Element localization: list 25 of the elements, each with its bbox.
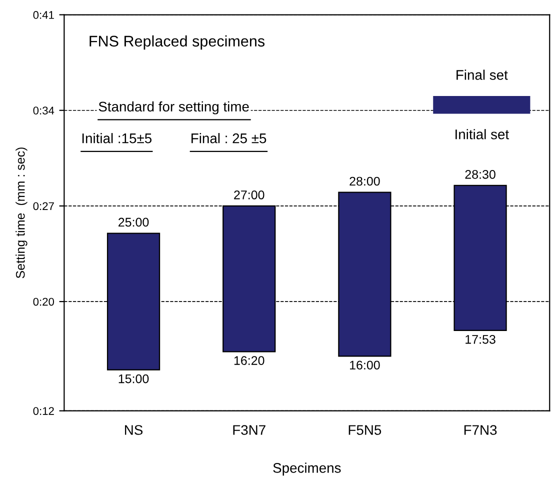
annotation: Final : 25 ±5 [192,133,266,144]
annotation: FNS Replaced specimens [90,35,265,50]
annotation: 28:00 [350,176,380,186]
y-tick-label: 0:27 [33,202,54,210]
x-axis-title: Specimens [273,462,341,476]
x-tick-label: NS [125,425,143,435]
annotation: 27:00 [234,190,264,200]
y-tick-label: 0:41 [33,11,54,19]
y-tick-label: 0:20 [33,298,54,306]
y-tick-label: 0:34 [33,106,54,114]
annotation: 16:00 [350,360,380,370]
annotation: 17:53 [466,334,496,344]
x-tick-label: F3N7 [233,425,266,435]
annotation: 25:00 [118,218,149,227]
y-tick-label: 0:12 [33,407,54,415]
annotation: 15:00 [118,374,149,384]
annotation: 16:20 [234,356,264,365]
annotation: Initial :15±5 [82,133,152,144]
annotation: 28:30 [465,170,496,179]
x-tick-label: F5N5 [348,425,382,435]
annotation: Standard for setting time [98,101,249,114]
annotation: Initial set [456,129,509,140]
annotation: Final set [456,70,508,80]
y-axis-title: Setting time (mm : sec) [16,148,28,278]
x-tick-label: F7N3 [464,425,497,435]
